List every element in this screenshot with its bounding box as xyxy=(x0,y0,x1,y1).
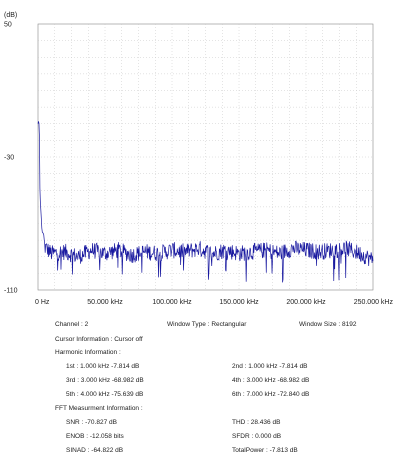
harmonic-4th: 4th : 3.000 kHz -68.982 dB xyxy=(232,377,310,384)
window-type-label: Window Type : Rectangular xyxy=(167,321,247,328)
harmonic-3rd: 3rd : 3.000 kHz -68.982 dB xyxy=(66,377,144,384)
x-tick-label: 150.000 kHz xyxy=(219,299,259,306)
axis-ticks: 50 -30 -110 0 Hz 50.000 kHz 100.000 kHz 150.00… xyxy=(4,22,393,307)
x-tick-label: 0 Hz xyxy=(35,299,50,306)
harmonic-1st: 1st : 1.000 kHz -7.814 dB xyxy=(66,363,140,370)
y-tick-label: -30 xyxy=(4,155,14,162)
series-line xyxy=(37,121,374,283)
fft-title: FFT Measurment Information : xyxy=(55,405,143,412)
window-size-label: Window Size : 8192 xyxy=(299,321,357,328)
fft-totalpower: TotalPower : -7.813 dB xyxy=(232,447,298,454)
harmonic-5th: 5th : 4.000 kHz -75.639 dB xyxy=(66,391,144,398)
x-tick-label: 50.000 kHz xyxy=(87,299,123,306)
fft-sinad: SINAD : -64.822 dB xyxy=(66,447,124,454)
y-tick-label: -110 xyxy=(4,288,18,295)
harmonic-title: Harmonic Information : xyxy=(55,349,121,356)
grid xyxy=(38,24,373,290)
fft-enob: ENOB : -12.058 bits xyxy=(66,433,124,440)
spectrum-chart: 50 -30 -110 0 Hz 50.000 kHz 100.000 kHz 150.00… xyxy=(4,12,393,307)
y-tick-label: 50 xyxy=(4,22,12,29)
fft-thd: THD : 28.436 dB xyxy=(232,419,281,426)
x-tick-label: 100.000 kHz xyxy=(152,299,192,306)
channel-label: Channel : 2 xyxy=(55,321,89,328)
fft-sfdr: SFDR : 0.000 dB xyxy=(232,433,282,440)
x-tick-label: 200.000 kHz xyxy=(286,299,326,306)
harmonic-2nd: 2nd : 1.000 kHz -7.814 dB xyxy=(232,363,308,370)
fft-snr: SNR : -70.827 dB xyxy=(66,419,117,426)
x-tick-label: 250.000 kHz xyxy=(354,299,394,306)
y-axis-label: (dB) xyxy=(4,12,17,19)
cursor-info-label: Cursor Information : Cursor off xyxy=(55,336,143,343)
harmonic-6th: 6th : 7.000 kHz -72.840 dB xyxy=(232,391,310,398)
